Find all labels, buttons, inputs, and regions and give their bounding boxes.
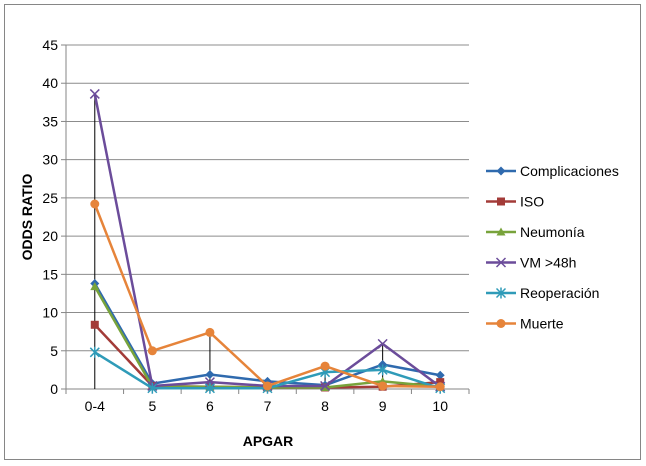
- legend-item: Complicaciones: [486, 163, 619, 179]
- x-tick-label: 10: [432, 398, 448, 414]
- diamond-marker: [435, 370, 445, 380]
- star-marker: [204, 382, 215, 394]
- y-tick-label: 20: [42, 228, 58, 244]
- x-marker: [89, 88, 100, 99]
- y-axis-title: ODDS RATIO: [19, 173, 35, 260]
- diamond-marker: [496, 166, 506, 176]
- legend-item: Reoperación: [486, 285, 599, 301]
- y-tick-label: 45: [42, 37, 58, 53]
- error-bars: [94, 93, 384, 389]
- y-tick-label: 5: [50, 343, 58, 359]
- diamond-marker: [205, 369, 215, 379]
- y-tick-label: 10: [42, 305, 58, 321]
- circle-marker: [496, 319, 506, 328]
- legend-item: Neumonía: [486, 224, 585, 240]
- y-tick-label: 35: [42, 113, 58, 129]
- axes: [61, 44, 470, 394]
- series: [89, 88, 446, 392]
- square-marker: [436, 378, 445, 387]
- circle-marker: [320, 361, 330, 371]
- legend: Complicaciones ISO Neumonía VM >48h Reoperac…: [486, 163, 619, 332]
- circle-marker: [147, 346, 157, 356]
- legend-item: VM >48h: [486, 255, 576, 271]
- x-tick-label: 6: [206, 398, 214, 414]
- circle-marker: [435, 382, 445, 392]
- x-tick-label: 7: [264, 398, 272, 414]
- series-line: [93, 93, 441, 388]
- x-tick-labels: 0-4 5 6 7 8 9 10: [85, 398, 449, 414]
- gridlines: [66, 44, 469, 352]
- star-marker: [377, 364, 388, 376]
- x-marker: [320, 380, 331, 391]
- x-tick-label: 0-4: [85, 398, 105, 414]
- x-tick-label: 8: [321, 398, 329, 414]
- circle-marker: [378, 381, 388, 391]
- circle-marker: [263, 381, 272, 391]
- square-marker: [497, 197, 505, 206]
- legend-label: Muerte: [520, 316, 564, 332]
- legend-label: Reoperación: [520, 285, 599, 301]
- y-tick-labels: 0 5 10 15 20 25 30 35 40 45: [42, 37, 58, 397]
- legend-label: VM >48h: [520, 255, 576, 271]
- legend-label: Neumonía: [520, 224, 585, 240]
- x-axis-title: APGAR: [243, 433, 294, 449]
- triangle-marker: [90, 282, 100, 291]
- legend-label: ISO: [520, 194, 544, 210]
- circle-marker: [205, 327, 215, 337]
- legend-label: Complicaciones: [520, 163, 619, 179]
- x-marker: [377, 338, 388, 349]
- y-tick-label: 0: [50, 381, 58, 397]
- y-tick-label: 25: [42, 190, 58, 206]
- y-tick-label: 30: [42, 152, 58, 168]
- star-marker: [147, 382, 158, 394]
- y-tick-label: 15: [42, 266, 58, 282]
- legend-item: Muerte: [486, 316, 564, 332]
- series: [90, 199, 445, 392]
- star-marker: [495, 287, 507, 299]
- star-marker: [89, 346, 100, 358]
- triangle-marker: [496, 227, 506, 236]
- square-marker: [90, 320, 99, 329]
- y-tick-label: 40: [42, 75, 58, 91]
- x-marker: [495, 257, 507, 268]
- circle-marker: [90, 199, 100, 209]
- legend-item: ISO: [486, 194, 544, 210]
- x-tick-label: 9: [379, 398, 387, 414]
- x-tick-label: 5: [148, 398, 156, 414]
- series-lines: [89, 88, 446, 394]
